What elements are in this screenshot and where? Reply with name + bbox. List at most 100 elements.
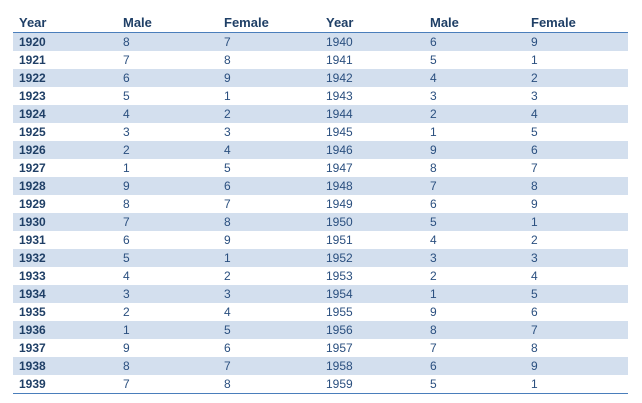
cell-female-1: 2: [218, 267, 320, 285]
table-row: 1929 8 7 1949 6 9: [13, 195, 628, 213]
cell-year-2: 1956: [320, 321, 424, 339]
cell-female-1: 7: [218, 195, 320, 213]
cell-year-2: 1940: [320, 32, 424, 51]
cell-male-2: 2: [424, 105, 525, 123]
cell-male-1: 4: [117, 105, 218, 123]
cell-male-1: 2: [117, 141, 218, 159]
cell-female-2: 2: [525, 69, 628, 87]
cell-year-2: 1959: [320, 375, 424, 394]
cell-year-2: 1951: [320, 231, 424, 249]
cell-male-1: 3: [117, 285, 218, 303]
cell-male-2: 8: [424, 159, 525, 177]
cell-year-1: 1930: [13, 213, 117, 231]
cell-male-1: 7: [117, 375, 218, 394]
cell-male-1: 4: [117, 267, 218, 285]
cell-year-1: 1929: [13, 195, 117, 213]
cell-year-2: 1944: [320, 105, 424, 123]
cell-female-1: 9: [218, 69, 320, 87]
cell-year-1: 1928: [13, 177, 117, 195]
header-female-2: Female: [525, 12, 628, 33]
cell-female-2: 2: [525, 231, 628, 249]
cell-female-2: 4: [525, 267, 628, 285]
cell-year-1: 1933: [13, 267, 117, 285]
cell-male-1: 3: [117, 123, 218, 141]
table-row: 1922 6 9 1942 4 2: [13, 69, 628, 87]
cell-male-2: 1: [424, 285, 525, 303]
cell-year-2: 1950: [320, 213, 424, 231]
cell-year-1: 1924: [13, 105, 117, 123]
cell-male-2: 3: [424, 249, 525, 267]
cell-year-1: 1921: [13, 51, 117, 69]
cell-year-1: 1923: [13, 87, 117, 105]
table-row: 1931 6 9 1951 4 2: [13, 231, 628, 249]
cell-male-1: 7: [117, 51, 218, 69]
table-row: 1937 9 6 1957 7 8: [13, 339, 628, 357]
cell-year-1: 1934: [13, 285, 117, 303]
cell-female-2: 8: [525, 339, 628, 357]
cell-year-2: 1952: [320, 249, 424, 267]
cell-male-2: 5: [424, 375, 525, 394]
cell-female-1: 3: [218, 123, 320, 141]
table-row: 1939 7 8 1959 5 1: [13, 375, 628, 394]
cell-female-1: 1: [218, 87, 320, 105]
cell-female-1: 7: [218, 32, 320, 51]
cell-female-2: 9: [525, 195, 628, 213]
header-year-2: Year: [320, 12, 424, 33]
cell-year-2: 1955: [320, 303, 424, 321]
cell-female-2: 5: [525, 123, 628, 141]
table-row: 1938 8 7 1958 6 9: [13, 357, 628, 375]
header-row: Year Male Female Year Male Female: [13, 12, 628, 33]
table-row: 1934 3 3 1954 1 5: [13, 285, 628, 303]
cell-year-2: 1943: [320, 87, 424, 105]
cell-female-2: 8: [525, 177, 628, 195]
cell-female-2: 7: [525, 159, 628, 177]
cell-year-1: 1936: [13, 321, 117, 339]
cell-year-2: 1945: [320, 123, 424, 141]
table-row: 1933 4 2 1953 2 4: [13, 267, 628, 285]
cell-male-2: 4: [424, 69, 525, 87]
cell-female-1: 6: [218, 339, 320, 357]
cell-male-1: 7: [117, 213, 218, 231]
cell-female-2: 6: [525, 303, 628, 321]
cell-male-2: 3: [424, 87, 525, 105]
cell-male-2: 7: [424, 339, 525, 357]
cell-male-1: 8: [117, 195, 218, 213]
cell-female-1: 5: [218, 321, 320, 339]
cell-female-2: 1: [525, 213, 628, 231]
cell-male-2: 5: [424, 51, 525, 69]
cell-male-2: 6: [424, 357, 525, 375]
cell-year-2: 1941: [320, 51, 424, 69]
cell-male-1: 5: [117, 249, 218, 267]
cell-male-2: 6: [424, 32, 525, 51]
table-row: 1936 1 5 1956 8 7: [13, 321, 628, 339]
cell-year-1: 1925: [13, 123, 117, 141]
cell-female-1: 8: [218, 51, 320, 69]
data-table-container: Year Male Female Year Male Female 1920 8 7…: [13, 12, 628, 394]
cell-year-2: 1958: [320, 357, 424, 375]
table-row: 1932 5 1 1952 3 3: [13, 249, 628, 267]
header-year-1: Year: [13, 12, 117, 33]
cell-year-2: 1942: [320, 69, 424, 87]
year-gender-table: Year Male Female Year Male Female 1920 8 7…: [13, 12, 628, 394]
cell-male-1: 9: [117, 177, 218, 195]
cell-year-1: 1938: [13, 357, 117, 375]
cell-year-2: 1946: [320, 141, 424, 159]
cell-female-1: 4: [218, 141, 320, 159]
cell-male-1: 8: [117, 357, 218, 375]
cell-female-2: 5: [525, 285, 628, 303]
cell-male-2: 2: [424, 267, 525, 285]
table-row: 1926 2 4 1946 9 6: [13, 141, 628, 159]
cell-female-2: 3: [525, 87, 628, 105]
cell-female-2: 9: [525, 32, 628, 51]
cell-female-2: 7: [525, 321, 628, 339]
cell-male-2: 1: [424, 123, 525, 141]
table-row: 1925 3 3 1945 1 5: [13, 123, 628, 141]
cell-year-1: 1922: [13, 69, 117, 87]
table-row: 1923 5 1 1943 3 3: [13, 87, 628, 105]
cell-female-1: 6: [218, 177, 320, 195]
cell-male-1: 1: [117, 159, 218, 177]
header-male-1: Male: [117, 12, 218, 33]
cell-female-2: 6: [525, 141, 628, 159]
cell-female-1: 8: [218, 213, 320, 231]
cell-male-1: 6: [117, 231, 218, 249]
